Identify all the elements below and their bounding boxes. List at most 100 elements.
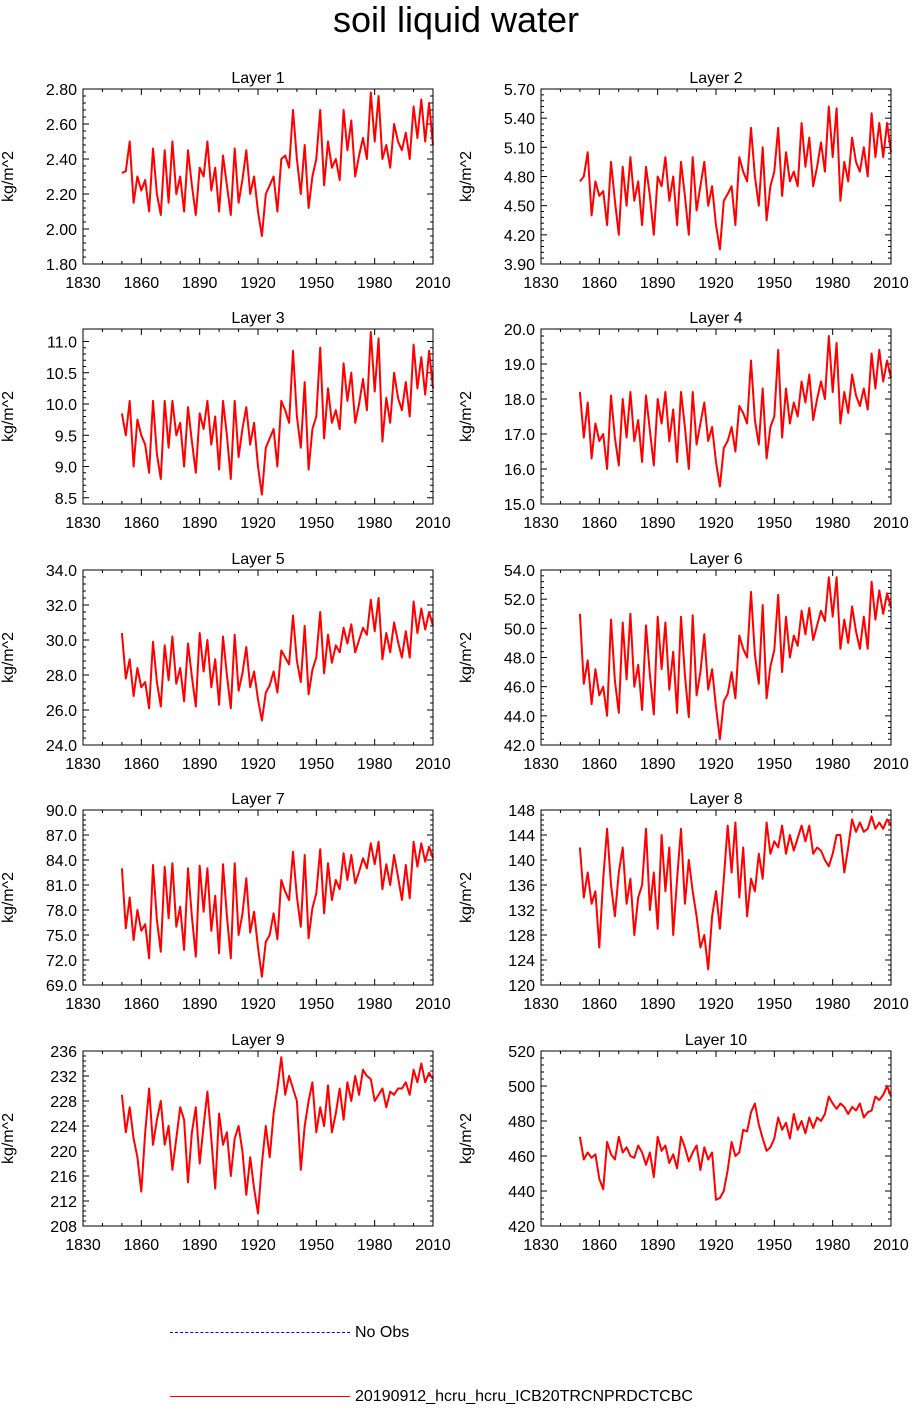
y-tick-label: 44.0: [504, 709, 535, 726]
y-tick-label: 4.80: [504, 170, 535, 187]
x-tick-label: 1890: [182, 756, 218, 773]
series-line: [120, 840, 434, 978]
x-tick-label: 1980: [357, 1237, 393, 1254]
series-line: [578, 815, 892, 971]
y-tick-label: 212: [50, 1194, 77, 1211]
x-tick-label: 2010: [873, 756, 909, 773]
x-tick-label: 1830: [65, 275, 101, 292]
x-tick-label: 1980: [815, 515, 851, 532]
y-tick-label: 32.0: [46, 598, 77, 615]
y-tick-label: 420: [508, 1219, 535, 1236]
y-tick-label: 34.0: [46, 563, 77, 580]
y-tick-label: 520: [508, 1044, 535, 1061]
y-tick-label: 8.5: [55, 491, 77, 508]
panel-layer-1: Layer 1 kg/m^2 1830 1860 1890 1920 1950 1980 201…: [0, 70, 451, 292]
x-tick-label: 1950: [299, 756, 335, 773]
panel-title: Layer 3: [231, 310, 284, 327]
panel-title: Layer 9: [231, 1032, 284, 1049]
y-tick-label: 54.0: [504, 563, 535, 580]
x-tick-label: 2010: [873, 1237, 909, 1254]
y-tick-label: 232: [50, 1069, 77, 1086]
legend-label-model: 20190912_hcru_hcru_ICB20TRCNPRDCTCBC: [355, 1388, 693, 1405]
panel-title: Layer 10: [685, 1032, 747, 1049]
y-tick-label: 132: [508, 903, 535, 920]
plot-frame: [540, 569, 892, 746]
x-tick-label: 1950: [299, 996, 335, 1013]
y-tick-label: 144: [508, 828, 535, 845]
x-tick-label: 1860: [582, 1237, 618, 1254]
y-tick-label: 90.0: [46, 803, 77, 820]
y-axis-label: kg/m^2: [0, 872, 17, 923]
x-tick-label: 1920: [698, 1237, 734, 1254]
x-tick-label: 2010: [415, 996, 451, 1013]
y-tick-label: 17.0: [504, 427, 535, 444]
y-tick-label: 216: [50, 1169, 77, 1186]
x-tick-label: 1860: [124, 1237, 160, 1254]
y-tick-label: 81.0: [46, 878, 77, 895]
x-tick-label: 1980: [357, 515, 393, 532]
x-tick-label: 1920: [240, 1237, 276, 1254]
y-tick-label: 2.00: [46, 222, 77, 239]
series-line: [120, 331, 434, 496]
y-tick-label: 26.0: [46, 703, 77, 720]
x-tick-label: 1950: [299, 1237, 335, 1254]
x-tick-label: 1950: [757, 275, 793, 292]
panel-title: Layer 2: [689, 70, 742, 87]
x-tick-label: 2010: [415, 515, 451, 532]
x-tick-label: 1890: [640, 515, 676, 532]
series-line: [578, 335, 892, 488]
y-tick-label: 140: [508, 853, 535, 870]
x-tick-label: 1950: [299, 515, 335, 532]
y-tick-label: 46.0: [504, 680, 535, 697]
y-tick-label: 440: [508, 1184, 535, 1201]
x-tick-label: 1860: [582, 515, 618, 532]
x-tick-label: 1830: [523, 515, 559, 532]
y-tick-label: 84.0: [46, 853, 77, 870]
y-axis-label: kg/m^2: [458, 1113, 475, 1164]
y-axis-label: kg/m^2: [0, 1113, 17, 1164]
y-tick-label: 20.0: [504, 322, 535, 339]
x-tick-label: 1830: [523, 996, 559, 1013]
x-tick-label: 1980: [815, 275, 851, 292]
series-line: [579, 105, 892, 251]
y-tick-label: 224: [50, 1119, 77, 1136]
y-tick-label: 5.70: [504, 82, 535, 99]
panel-layer-6: Layer 6 kg/m^2 1830 1860 1890 1920 1950 1980 201…: [458, 551, 909, 773]
x-tick-label: 1980: [357, 756, 393, 773]
panel-layer-8: Layer 8 kg/m^2 1830 1860 1890 1920 1950 1980 201…: [458, 791, 909, 1013]
y-tick-label: 3.90: [504, 257, 535, 274]
x-tick-label: 1890: [182, 996, 218, 1013]
x-tick-label: 1920: [698, 275, 734, 292]
plot-frame: [82, 328, 434, 505]
y-tick-label: 15.0: [504, 497, 535, 514]
y-axis-label: kg/m^2: [0, 391, 17, 442]
series-line: [578, 576, 892, 741]
panel-layer-4: Layer 4 kg/m^2 1830 1860 1890 1920 1950 1980 201…: [458, 310, 909, 532]
x-tick-label: 2010: [873, 515, 909, 532]
y-tick-label: 10.0: [46, 397, 77, 414]
x-tick-label: 1920: [240, 756, 276, 773]
legend-label-no-obs: No Obs: [355, 1324, 410, 1341]
y-tick-label: 87.0: [46, 828, 77, 845]
x-tick-label: 1920: [698, 756, 734, 773]
y-tick-label: 120: [508, 978, 535, 995]
legend-entry-no-obs: No Obs: [170, 1321, 430, 1345]
panel-layer-5: Layer 5 kg/m^2 1830 1860 1890 1920 1950 1980 201…: [0, 551, 451, 773]
y-tick-label: 75.0: [46, 928, 77, 945]
y-tick-label: 42.0: [504, 738, 535, 755]
x-tick-label: 1860: [124, 515, 160, 532]
y-tick-label: 228: [50, 1094, 77, 1111]
x-tick-label: 1980: [815, 756, 851, 773]
x-tick-label: 1920: [240, 515, 276, 532]
series-line: [578, 1085, 892, 1201]
y-tick-label: 9.0: [55, 460, 77, 477]
x-tick-label: 1950: [757, 756, 793, 773]
x-tick-label: 1860: [582, 275, 618, 292]
y-tick-label: 48.0: [504, 651, 535, 668]
x-tick-label: 1860: [582, 996, 618, 1013]
x-tick-label: 2010: [873, 996, 909, 1013]
y-axis-label: kg/m^2: [458, 151, 475, 202]
x-tick-label: 1830: [523, 756, 559, 773]
chart-title: soil liquid water: [332, 0, 580, 40]
x-tick-label: 1860: [124, 756, 160, 773]
